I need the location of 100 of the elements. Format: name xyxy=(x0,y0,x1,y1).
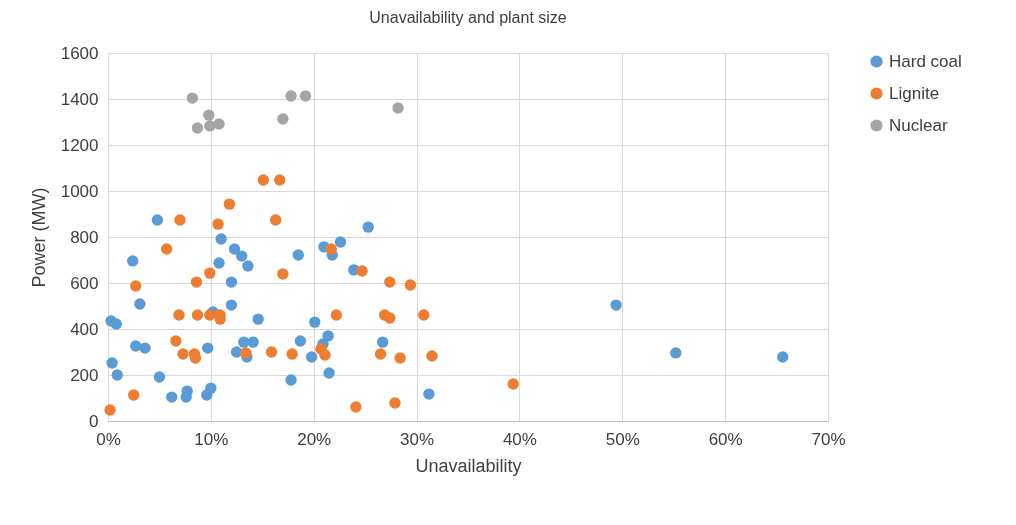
point xyxy=(507,378,519,390)
point xyxy=(356,265,368,277)
point xyxy=(104,404,116,416)
point xyxy=(389,397,401,409)
point xyxy=(213,118,225,130)
point xyxy=(330,309,343,321)
x-tick-label: 60% xyxy=(708,429,743,449)
point xyxy=(374,348,387,360)
point xyxy=(139,342,151,354)
point xyxy=(610,299,622,311)
point xyxy=(384,276,396,288)
x-tick-label: 0% xyxy=(96,429,121,449)
point xyxy=(285,374,297,386)
point xyxy=(153,371,166,383)
x-tick-label: 30% xyxy=(400,429,435,449)
point xyxy=(177,348,189,360)
y-tick-label: 400 xyxy=(70,319,99,339)
point xyxy=(111,369,123,381)
y-tick-label: 0 xyxy=(89,411,99,431)
x-tick-label: 70% xyxy=(811,429,846,449)
point xyxy=(191,309,204,321)
point xyxy=(252,313,264,325)
point xyxy=(191,122,204,134)
point xyxy=(213,257,225,269)
point xyxy=(225,299,238,311)
point xyxy=(394,352,406,364)
point xyxy=(106,357,118,369)
point xyxy=(126,255,139,267)
point xyxy=(212,218,224,230)
point xyxy=(128,389,140,401)
point xyxy=(236,250,248,262)
point xyxy=(190,276,203,288)
point xyxy=(247,336,259,348)
x-tick-label: 40% xyxy=(502,429,537,449)
point xyxy=(285,90,297,102)
point xyxy=(265,346,278,358)
point xyxy=(225,276,238,288)
point xyxy=(350,401,362,413)
y-tick-label: 1000 xyxy=(60,181,99,201)
point xyxy=(277,268,289,280)
point xyxy=(277,113,289,125)
point xyxy=(242,260,254,272)
y-tick-label: 200 xyxy=(70,365,99,385)
point xyxy=(166,391,178,403)
point xyxy=(670,347,682,359)
point xyxy=(110,318,122,330)
point xyxy=(392,102,404,114)
point xyxy=(257,174,270,186)
y-tick-label: 1400 xyxy=(60,89,99,109)
point xyxy=(204,267,216,279)
point xyxy=(173,309,185,321)
point xyxy=(299,90,312,102)
point xyxy=(205,382,217,394)
point xyxy=(170,335,182,347)
point xyxy=(151,214,164,226)
point xyxy=(309,316,321,328)
point xyxy=(404,279,417,291)
point xyxy=(269,214,282,226)
x-tick-label: 50% xyxy=(605,429,640,449)
point xyxy=(292,249,304,261)
point xyxy=(286,348,298,360)
point xyxy=(130,280,142,292)
legend-label: Nuclear xyxy=(889,115,948,135)
chart-title: Unavailability and plant size xyxy=(369,9,567,26)
point xyxy=(130,340,142,352)
x-tick-label: 20% xyxy=(297,429,332,449)
point xyxy=(423,388,435,400)
legend-label: Lignite xyxy=(889,83,940,103)
x-tick-label: 10% xyxy=(194,429,229,449)
point xyxy=(230,346,243,358)
point xyxy=(274,174,286,186)
point xyxy=(323,367,335,379)
point xyxy=(202,342,214,354)
point xyxy=(223,198,236,210)
x-axis-title: Unavailability xyxy=(415,455,522,476)
point xyxy=(322,330,334,342)
point xyxy=(376,336,389,348)
point xyxy=(305,351,318,363)
point xyxy=(384,312,396,324)
point xyxy=(777,351,789,363)
point xyxy=(325,243,337,255)
point xyxy=(134,298,146,310)
legend-label: Hard coal xyxy=(889,51,962,71)
point xyxy=(418,309,430,321)
y-tick-label: 1600 xyxy=(60,43,99,63)
point xyxy=(186,92,199,104)
point xyxy=(215,233,227,245)
point xyxy=(203,109,215,121)
point xyxy=(362,221,374,233)
point xyxy=(294,335,307,347)
y-tick-label: 800 xyxy=(70,227,99,247)
point xyxy=(160,243,173,255)
point xyxy=(181,385,193,397)
point xyxy=(426,350,438,362)
point xyxy=(334,236,347,248)
y-tick-label: 600 xyxy=(70,273,99,293)
point xyxy=(319,349,331,361)
point xyxy=(174,214,186,226)
point xyxy=(204,120,216,132)
y-axis-title: Power (MW) xyxy=(28,187,49,288)
